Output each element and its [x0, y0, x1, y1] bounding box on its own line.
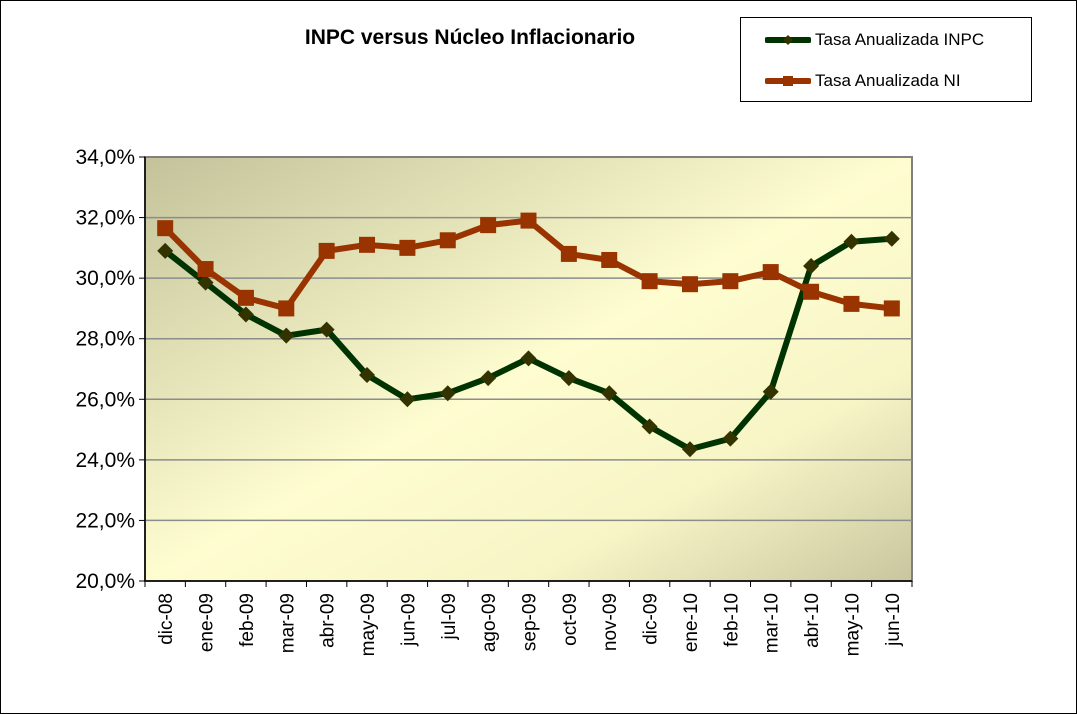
y-tick-label: 34,0% [75, 146, 135, 169]
data-point-diamond [601, 385, 618, 402]
x-tick-label: ene-09 [197, 593, 218, 652]
data-point-square [560, 245, 577, 262]
x-tick-label: oct-09 [560, 593, 581, 646]
x-tick-label: dic-08 [156, 593, 177, 645]
data-point-square [843, 295, 860, 312]
data-point-square [883, 300, 900, 317]
x-tick-label: abr-09 [318, 593, 339, 648]
y-tick-label: 28,0% [75, 328, 135, 351]
data-point-diamond [197, 274, 214, 291]
data-point-square [278, 300, 295, 317]
x-tick-label: mar-10 [762, 593, 783, 653]
chart-legend: Tasa Anualizada INPC Tasa Anualizada NI [740, 17, 1032, 102]
x-tick-label: ago-09 [479, 593, 500, 652]
data-point-diamond [359, 367, 376, 384]
data-point-square [359, 236, 376, 253]
data-point-diamond [399, 391, 416, 408]
y-tick-label: 32,0% [75, 207, 135, 230]
data-point-square [399, 239, 416, 256]
data-point-diamond [803, 258, 820, 275]
x-tick-label: mar-09 [277, 593, 298, 653]
data-point-diamond [157, 242, 174, 259]
data-point-diamond [641, 418, 658, 435]
legend-square-line-icon [765, 76, 811, 86]
data-point-diamond [681, 441, 698, 458]
data-point-square [237, 289, 254, 306]
data-point-square [601, 251, 618, 268]
legend-diamond-line-icon [765, 35, 811, 45]
y-tick-label: 24,0% [75, 449, 135, 472]
x-tick-label: ene-10 [681, 593, 702, 652]
data-point-square [480, 217, 497, 234]
y-tick-label: 20,0% [75, 570, 135, 593]
data-point-square [197, 261, 214, 278]
legend-label-inpc: Tasa Anualizada INPC [815, 30, 985, 49]
data-point-square [722, 273, 739, 290]
axes: 20,0% 22,0% 24,0% 26,0% 28,0% 30,0% 32,0% 34,0%… [75, 146, 913, 656]
data-point-diamond [722, 430, 739, 447]
x-tick-label: nov-09 [600, 593, 621, 651]
data-point-diamond [480, 370, 497, 387]
data-point-diamond [843, 233, 860, 250]
data-point-square [439, 232, 456, 249]
data-point-diamond [883, 230, 900, 247]
y-tick-label: 26,0% [75, 388, 135, 411]
x-tick-label: sep-09 [520, 593, 541, 651]
y-tick-label: 22,0% [75, 509, 135, 532]
chart-title: INPC versus Núcleo Inflacionario [304, 26, 636, 49]
data-point-diamond [439, 385, 456, 402]
data-point-square [681, 276, 698, 293]
x-tick-label: jun-10 [883, 593, 904, 647]
x-tick-label: may-09 [358, 593, 379, 656]
data-point-diamond [762, 383, 779, 400]
data-point-square [641, 273, 658, 290]
x-tick-label: feb-09 [237, 593, 258, 647]
data-point-square [520, 212, 537, 229]
x-tick-label: dic-09 [641, 593, 662, 645]
data-point-diamond [318, 321, 335, 338]
x-tick-label: jul-09 [439, 593, 460, 640]
data-point-diamond [560, 370, 577, 387]
data-point-square [318, 242, 335, 259]
data-point-square [157, 220, 174, 237]
x-tick-label: may-10 [842, 593, 863, 656]
data-point-diamond [278, 327, 295, 344]
data-point-square [803, 283, 820, 300]
legend-item-inpc: Tasa Anualizada INPC [765, 28, 984, 52]
data-point-square [762, 264, 779, 281]
data-point-diamond [237, 306, 254, 323]
x-tick-label: abr-10 [802, 593, 823, 648]
x-tick-label: feb-10 [721, 593, 742, 647]
series-group [157, 212, 900, 458]
y-tick-label: 30,0% [75, 267, 135, 290]
data-point-diamond [520, 350, 537, 367]
legend-label-ni: Tasa Anualizada NI [815, 71, 961, 90]
x-tick-label: jun-09 [398, 593, 419, 647]
legend-item-ni: Tasa Anualizada NI [765, 69, 961, 93]
